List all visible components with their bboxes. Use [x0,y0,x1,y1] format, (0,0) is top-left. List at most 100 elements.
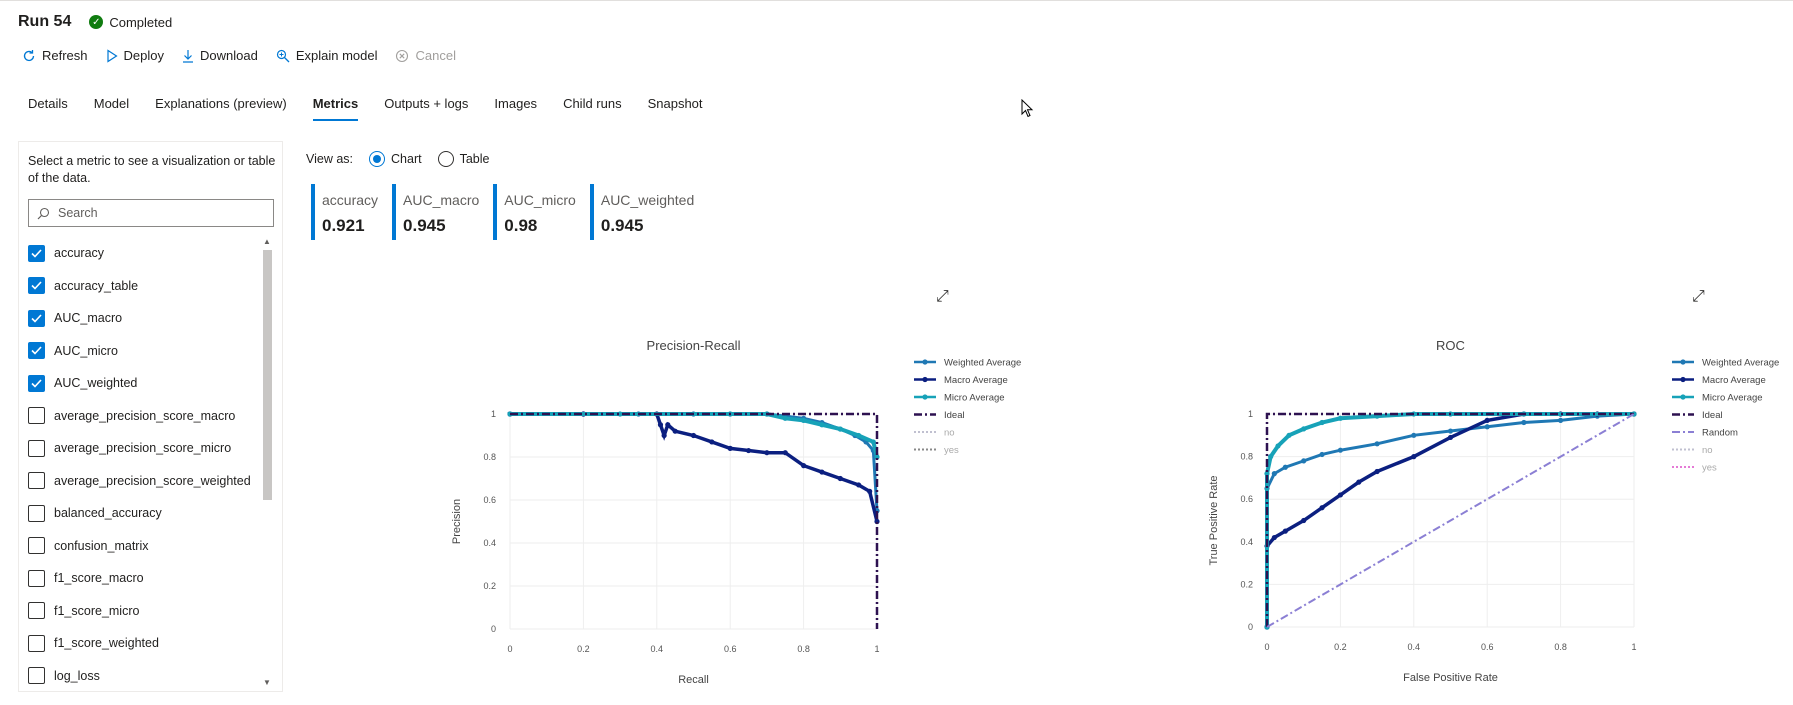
data-point [1319,505,1325,511]
checkbox[interactable] [28,667,45,685]
checkbox[interactable] [28,277,45,295]
metric-label: balanced_accuracy [54,506,162,521]
data-point [1447,434,1454,441]
metric-label: average_precision_score_micro [54,441,232,456]
checkbox[interactable] [28,634,45,652]
data-point [856,432,862,439]
checkbox[interactable] [28,537,45,555]
data-point [1301,426,1307,432]
refresh-button[interactable]: Refresh [22,48,88,63]
data-point [617,411,623,417]
command-bar: Refresh Deploy Download Explain model Ca… [22,48,474,63]
tab-details[interactable]: Details [28,96,68,111]
play-icon [106,48,118,63]
checkbox[interactable] [28,244,45,262]
card-name: AUC_macro [403,192,480,208]
data-point [1271,534,1277,541]
checkbox[interactable] [28,374,45,392]
metric-item[interactable]: accuracy [28,237,258,270]
data-point [672,428,678,434]
run-header: Run 54 ✓ Completed [18,10,172,34]
metric-item[interactable]: f1_score_macro [28,562,258,595]
metric-label: f1_score_macro [54,571,144,586]
checkbox[interactable] [28,309,45,327]
y-tick-label: 1 [491,409,496,419]
data-point [507,411,513,417]
checkbox[interactable] [28,342,45,360]
checkbox[interactable] [28,439,45,457]
y-tick-label: 0.4 [1240,537,1253,547]
chart-radio-label[interactable]: Chart [391,152,422,166]
metric-item[interactable]: f1_score_micro [28,595,258,628]
metric-item[interactable]: log_loss [28,660,258,688]
x-tick-label: 0.2 [577,644,590,654]
y-tick-label: 0.8 [1240,452,1253,462]
metric-item[interactable]: accuracy_table [28,270,258,303]
deploy-button[interactable]: Deploy [106,48,164,63]
download-label: Download [200,48,258,63]
data-point [690,432,697,439]
search-input[interactable]: Search [58,206,98,220]
expand-icon[interactable]: ⤢ [936,288,949,305]
search-box[interactable]: Search [28,199,274,227]
cancel-button[interactable]: Cancel [395,48,456,63]
chart-radio[interactable] [369,151,386,167]
metrics-panel: Select a metric to see a visualization o… [18,141,283,692]
checkbox[interactable] [28,569,45,587]
legend-label: Micro Average [944,393,1005,404]
metric-item[interactable]: average_precision_score_micro [28,432,258,465]
scrollbar[interactable]: ▲ ▼ [261,237,273,687]
scroll-thumb[interactable] [263,250,272,500]
metric-list: accuracy accuracy_table AUC_macro AUC_micro… [28,237,258,687]
metric-item[interactable]: confusion_matrix [28,530,258,563]
checkbox[interactable] [28,504,45,522]
metric-item[interactable]: balanced_accuracy [28,497,258,530]
metric-item[interactable]: AUC_weighted [28,367,258,400]
metric-card: accuracy 0.921 [311,184,378,240]
y-tick-label: 0.2 [483,581,496,591]
tab-explanations-preview[interactable]: Explanations (preview) [155,96,287,111]
metric-card: AUC_micro 0.98 [493,184,576,240]
chart-title: ROC [1436,338,1465,353]
tab-metrics[interactable]: Metrics [312,96,359,121]
legend-label: Macro Average [944,375,1008,386]
explain-model-button[interactable]: Explain model [276,48,377,63]
data-point [1337,492,1343,498]
x-tick-label: 0 [1264,642,1269,652]
checkbox[interactable] [28,407,45,425]
expand-icon[interactable]: ⤢ [1692,288,1705,305]
roc-chart: ROC 0 0.2 0.4 0.6 0.8 1 0 0.2 0.4 0.6 0.8 1 False Pos… [1208,338,1779,684]
data-point [1282,464,1288,470]
tab-images[interactable]: Images [494,96,538,111]
data-point [837,475,843,482]
tab-outputs-logs[interactable]: Outputs + logs [384,96,469,111]
metric-item[interactable]: average_precision_score_macro [28,400,258,433]
scroll-down-icon[interactable]: ▼ [263,678,271,687]
metric-item[interactable]: f1_score_weighted [28,627,258,660]
download-button[interactable]: Download [182,48,258,63]
checkbox[interactable] [28,472,45,490]
table-radio[interactable] [437,151,454,167]
card-value: 0.98 [504,216,538,235]
y-axis-label: True Positive Rate [1208,475,1220,565]
scroll-up-icon[interactable]: ▲ [263,237,271,246]
data-point [1282,528,1288,534]
metric-label: accuracy [54,246,105,261]
legend-label: Weighted Average [1702,358,1779,369]
series-line-weighted-average [510,412,879,511]
data-point [1301,458,1307,464]
legend-label: yes [1702,463,1717,474]
data-point [837,426,843,432]
tab-snapshot[interactable]: Snapshot [647,96,703,111]
checkbox[interactable] [28,602,45,620]
data-point [867,488,873,494]
precision-recall-chart: Precision-Recall 0 0.2 0.4 0.6 0.8 1 0 0.2 0.4 0.6… [451,338,1021,686]
metric-item[interactable]: AUC_macro [28,302,258,335]
metric-item[interactable]: average_precision_score_weighted [28,465,258,498]
data-point [1558,417,1564,423]
y-tick-label: 0 [1248,622,1253,632]
metric-item[interactable]: AUC_micro [28,335,258,368]
tab-model[interactable]: Model [93,96,130,111]
tab-child-runs[interactable]: Child runs [563,96,622,111]
table-radio-label[interactable]: Table [459,152,490,166]
